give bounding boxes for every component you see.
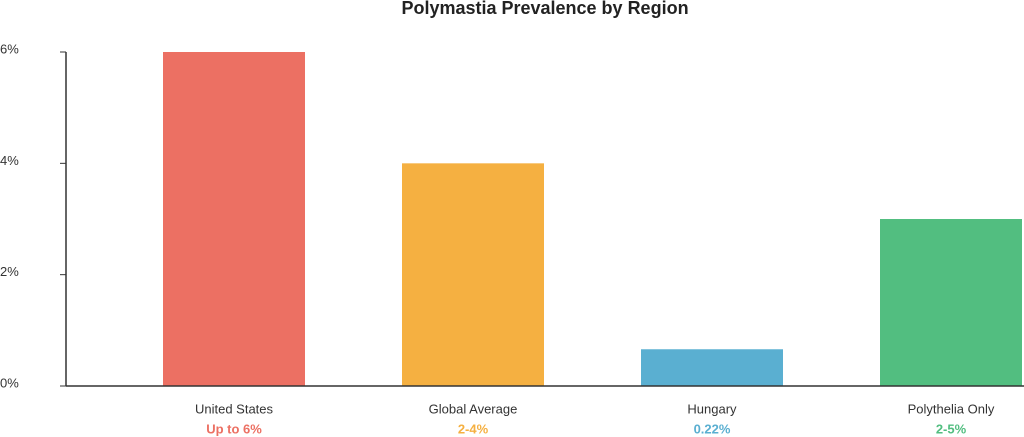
x-tick-label: United States <box>195 401 274 416</box>
y-tick-label: 4% <box>0 153 19 168</box>
chart-title: Polymastia Prevalence by Region <box>401 0 688 18</box>
category-note: 2-5% <box>936 421 967 436</box>
bar <box>641 349 783 386</box>
category-note: 2-4% <box>458 421 489 436</box>
bar <box>402 163 544 386</box>
y-tick-label: 2% <box>0 264 19 279</box>
bar <box>163 52 305 386</box>
x-tick-label: Polythelia Only <box>908 401 995 416</box>
category-note: Up to 6% <box>206 421 262 436</box>
y-tick-label: 0% <box>0 375 19 390</box>
x-tick-label: Global Average <box>429 401 518 416</box>
y-tick-label: 6% <box>0 41 19 56</box>
category-note: 0.22% <box>694 421 731 436</box>
bar <box>880 219 1022 386</box>
x-tick-label: Hungary <box>687 401 737 416</box>
